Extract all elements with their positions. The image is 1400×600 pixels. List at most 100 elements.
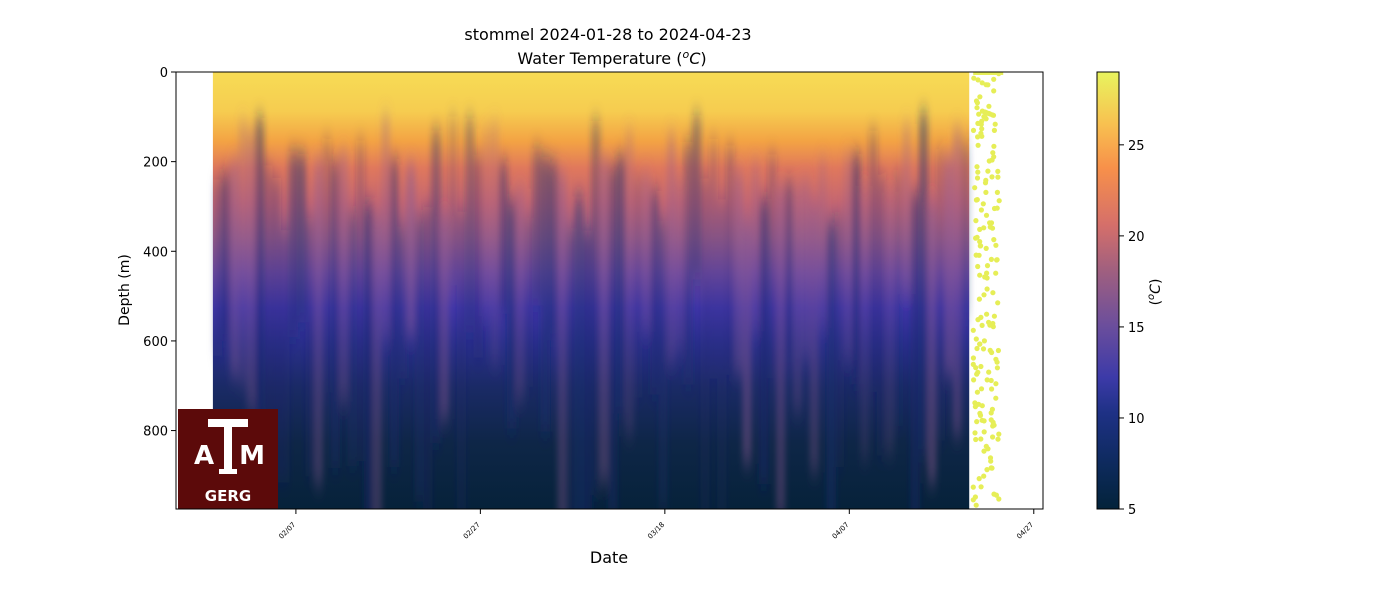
profile-dot <box>990 434 996 440</box>
heatmap-column <box>465 118 475 333</box>
profile-dot <box>972 494 979 500</box>
heatmap-column <box>557 171 567 509</box>
colorbar-tick-label: 25 <box>1128 139 1145 154</box>
heatmap-column <box>700 178 710 509</box>
svg-text:A: A <box>194 441 214 471</box>
heatmap-column <box>389 159 399 467</box>
heatmap-column <box>347 212 357 467</box>
heatmap-column <box>271 178 282 483</box>
heatmap-column <box>927 202 937 484</box>
heatmap-column <box>338 150 349 402</box>
chart-title: stommel 2024-01-28 to 2024-04-23 <box>464 25 751 44</box>
heatmap-column <box>599 158 609 482</box>
profile-dot <box>996 431 1002 437</box>
profile-dot <box>995 300 1001 306</box>
profile-dot <box>975 317 981 323</box>
profile-dot <box>977 341 983 347</box>
y-tick-label: 800 <box>143 425 168 440</box>
profile-dot <box>992 121 998 127</box>
profile-dot <box>971 75 977 81</box>
heatmap-column <box>515 188 525 401</box>
heatmap-column <box>742 225 752 464</box>
heatmap-column <box>801 180 811 359</box>
profile-dot <box>984 377 990 383</box>
tamu-gerg-logo: A M GERG <box>178 409 278 509</box>
profile-dot <box>989 406 996 412</box>
svg-text:M: M <box>239 441 265 471</box>
profile-dot <box>993 242 999 248</box>
heatmap-column <box>288 151 298 337</box>
profile-dot <box>988 417 994 423</box>
heatmap-variations <box>212 112 971 509</box>
profile-dot <box>975 169 981 175</box>
profile-dot <box>978 484 984 490</box>
heatmap-column <box>767 154 777 379</box>
x-tick-label: 02/07 <box>277 521 297 541</box>
heatmap-column <box>582 230 593 509</box>
profile-dot <box>991 154 997 160</box>
profile-dot <box>979 80 985 86</box>
temperature-heatmap <box>212 72 1004 509</box>
profile-dot <box>983 212 990 218</box>
y-tick-label: 200 <box>143 156 168 171</box>
profile-dot <box>995 347 1002 354</box>
heatmap-column <box>717 199 727 509</box>
heatmap-column <box>809 201 819 473</box>
profile-dot <box>973 98 980 104</box>
profile-dot <box>996 496 1002 502</box>
profile-dot <box>979 126 985 132</box>
heatmap-column <box>792 185 803 412</box>
profile-dot <box>988 220 995 226</box>
profile-dot <box>979 403 985 409</box>
profile-dot <box>984 270 990 276</box>
profile-dot <box>974 175 981 181</box>
profile-dot <box>984 275 990 281</box>
heatmap-column <box>960 141 971 320</box>
heatmap-column <box>666 133 677 363</box>
profile-dot <box>984 286 990 292</box>
heatmap-column <box>221 172 231 341</box>
profile-dot <box>977 94 983 100</box>
profile-dot <box>973 218 979 224</box>
heatmap-column <box>784 182 794 363</box>
x-axis: 02/07 02/27 03/18 04/07 04/27 <box>277 509 1035 541</box>
heatmap-column <box>750 161 761 332</box>
colorbar: 5 10 15 20 25 (oC) <box>1096 71 1164 518</box>
heatmap-column <box>549 162 559 341</box>
profile-dot <box>991 313 998 319</box>
heatmap-column <box>607 165 618 509</box>
heatmap-column <box>364 203 374 509</box>
heatmap-column <box>380 114 391 340</box>
y-axis: 0 200 400 600 800 <box>143 66 176 440</box>
heatmap-column <box>238 121 248 386</box>
x-tick-label: 03/18 <box>646 521 666 541</box>
heatmap-column <box>565 228 576 509</box>
heatmap-column <box>885 191 895 455</box>
profile-dot <box>988 377 994 384</box>
heatmap-column <box>439 216 450 420</box>
heatmap-column <box>851 154 861 384</box>
colorbar-tick-label: 10 <box>1128 412 1145 427</box>
heatmap-column <box>448 116 458 286</box>
profile-dot <box>974 197 980 203</box>
profile-dot <box>980 201 986 207</box>
profile-dot <box>988 256 995 262</box>
profile-dot <box>980 346 987 352</box>
heatmap-column <box>540 157 551 432</box>
heatmap-column <box>843 153 853 361</box>
profile-dot <box>977 239 983 245</box>
profile-dot <box>983 189 989 195</box>
heatmap-column <box>725 145 735 375</box>
profile-dot <box>993 381 999 387</box>
logo-text: GERG <box>205 487 251 505</box>
heatmap-column <box>633 175 643 398</box>
profile-dot <box>975 134 981 140</box>
profile-dot <box>985 168 991 174</box>
heatmap-column <box>759 198 769 485</box>
profile-dot <box>978 363 984 370</box>
profile-dot <box>984 263 991 269</box>
heatmap-column <box>422 207 433 509</box>
y-tick-label: 600 <box>143 335 168 350</box>
heatmap-column <box>523 217 534 387</box>
profile-dot <box>970 127 977 133</box>
